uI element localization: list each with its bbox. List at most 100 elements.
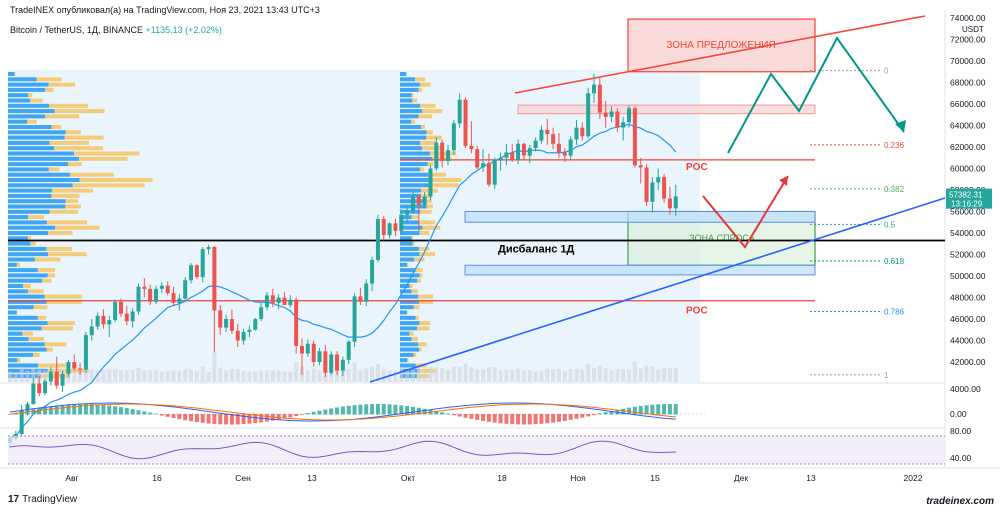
candle-body: [340, 359, 345, 371]
vp-left-bar-yellow: [46, 246, 73, 251]
vp-left-bar-blue: [8, 352, 34, 357]
candle-body: [352, 296, 357, 342]
rsi-band: [8, 436, 945, 464]
vp-left-bar-blue: [8, 299, 47, 304]
time-tick-label: Сен: [235, 473, 251, 483]
candle-body: [381, 219, 386, 236]
candle-body: [562, 152, 567, 156]
volume-bar: [370, 366, 375, 382]
candle-body: [410, 196, 415, 211]
macd-histogram-bar: [159, 414, 164, 416]
candle-body: [200, 249, 205, 278]
volume-bar: [580, 370, 585, 382]
volume-bar: [516, 368, 521, 382]
time-tick-label: Авг: [65, 473, 78, 483]
volume-bar: [667, 368, 672, 382]
price-tick-label: 50000.00: [950, 271, 986, 281]
candle-body: [113, 301, 118, 321]
vp-right-bar-yellow: [420, 209, 432, 214]
candle-body: [300, 345, 304, 354]
time-tick-label: Дек: [734, 473, 748, 483]
candle-body: [416, 196, 421, 206]
supply-zone: [627, 18, 816, 73]
volume-bar: [253, 371, 258, 382]
macd-histogram-bar: [510, 414, 515, 425]
macd-histogram-bar: [516, 414, 521, 425]
volume-bar: [393, 370, 398, 382]
macd-histogram-bar: [422, 408, 427, 415]
price-tick-label: 68000.00: [950, 78, 986, 88]
vp-right-bar-blue: [400, 98, 413, 103]
vp-left-bar-blue: [8, 87, 46, 92]
vp-right-bar-yellow: [413, 305, 420, 310]
candle-body: [650, 182, 655, 202]
vp-right-bar-yellow: [419, 252, 436, 257]
vp-left-bar-blue: [8, 289, 28, 294]
vp-right-bar-blue: [400, 109, 423, 114]
vp-left-bar-yellow: [45, 87, 54, 92]
macd-histogram-bar: [486, 414, 491, 422]
macd-histogram-bar: [154, 413, 158, 415]
vp-left-bar-blue: [8, 193, 52, 198]
vp-right-bar-blue: [400, 119, 412, 124]
vp-right-bar-blue: [400, 209, 421, 214]
volume-bar: [434, 367, 439, 382]
candle-body: [615, 111, 620, 128]
volume-bar: [37, 369, 42, 382]
macd-histogram-bar: [95, 404, 100, 415]
candle-body: [545, 129, 550, 135]
candle-body: [364, 283, 369, 302]
vp-right-bar-yellow: [418, 87, 422, 92]
macd-histogram-bar: [381, 404, 386, 415]
vp-left-bar-yellow: [51, 188, 94, 193]
poc-label: POC: [686, 162, 708, 173]
vp-left-bar-blue: [8, 262, 17, 267]
vp-right-bar-blue: [400, 178, 433, 182]
volume-bar: [603, 368, 608, 382]
vp-left-bar-yellow: [22, 331, 34, 336]
candle-body: [159, 285, 164, 289]
macd-histogram-bar: [673, 404, 678, 415]
candle-body: [656, 177, 661, 183]
vp-right-bar-yellow: [417, 278, 421, 283]
vp-left-bar-blue: [8, 183, 73, 188]
macd-histogram-bar: [370, 404, 375, 415]
candle-body: [78, 368, 83, 370]
candle-body: [48, 371, 53, 382]
volume-bar: [212, 352, 217, 382]
macd-histogram-bar: [282, 414, 287, 419]
macd-histogram-bar: [586, 414, 591, 417]
macd-histogram-bar: [48, 406, 53, 415]
macd-histogram-bar: [8, 414, 12, 415]
vp-right-bar-blue: [400, 289, 412, 294]
candle-body: [194, 265, 199, 278]
candle-body: [521, 143, 526, 156]
vp-right-bar-blue: [400, 236, 412, 241]
candle-body: [148, 288, 153, 302]
vp-right-bar-blue: [400, 146, 423, 151]
macd-histogram-bar: [224, 414, 229, 425]
vp-left-bar-blue: [8, 156, 80, 161]
vp-right-bar-blue: [400, 299, 420, 304]
macd-histogram-bar: [264, 414, 269, 422]
candle-body: [165, 285, 170, 294]
watermark: tradeinex.com: [926, 496, 994, 507]
volume-bar: [130, 370, 135, 382]
vp-left-bar-blue: [8, 305, 34, 310]
candle-body: [592, 84, 596, 94]
volume-bar: [446, 369, 450, 382]
vp-left-bar-blue: [8, 374, 42, 379]
vp-right-bar-yellow: [414, 257, 425, 262]
macd-histogram-bar: [492, 414, 497, 423]
macd-histogram-bar: [43, 407, 48, 415]
volume-bar: [556, 368, 561, 382]
vp-right-bar-blue: [400, 326, 418, 331]
volume-bar: [656, 369, 661, 382]
vp-left-bar-blue: [8, 146, 55, 151]
vp-left-bar-yellow: [27, 236, 32, 241]
vp-left-bar-yellow: [37, 268, 55, 273]
candle-body: [19, 410, 24, 435]
vp-left-bar-blue: [8, 209, 50, 214]
